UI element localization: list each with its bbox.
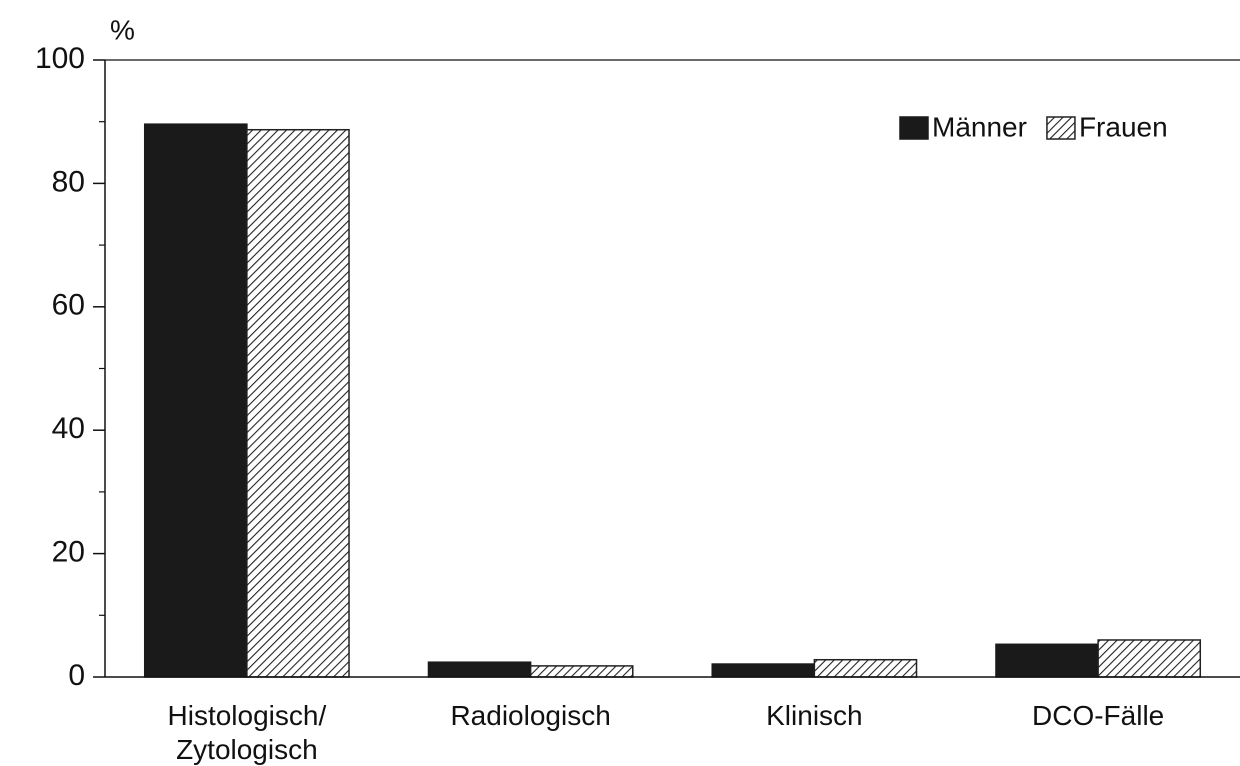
bar [246, 128, 350, 678]
bar [711, 663, 816, 678]
bar [143, 123, 248, 678]
x-tick-label: Histologisch/ Zytologisch [167, 700, 327, 765]
legend-swatch [899, 116, 929, 140]
legend-label: Männer [932, 111, 1027, 142]
legend-swatch [1046, 116, 1076, 140]
bar [427, 661, 532, 678]
bar [1097, 639, 1202, 678]
x-tick-label: Radiologisch [450, 700, 611, 731]
y-axis-label: % [110, 14, 135, 45]
y-tick-label: 80 [52, 165, 85, 198]
y-tick-label: 60 [52, 289, 85, 322]
y-tick-label: 20 [52, 536, 85, 569]
x-tick-label: DCO-Fälle [1032, 700, 1165, 731]
bar [995, 643, 1099, 678]
y-tick-label: 0 [68, 659, 85, 692]
y-tick-label: 40 [52, 412, 85, 445]
legend-label: Frauen [1079, 111, 1168, 142]
bar [529, 665, 634, 678]
bar [813, 658, 918, 678]
x-tick-label: Klinisch [766, 700, 863, 731]
y-tick-label: 100 [35, 42, 85, 75]
